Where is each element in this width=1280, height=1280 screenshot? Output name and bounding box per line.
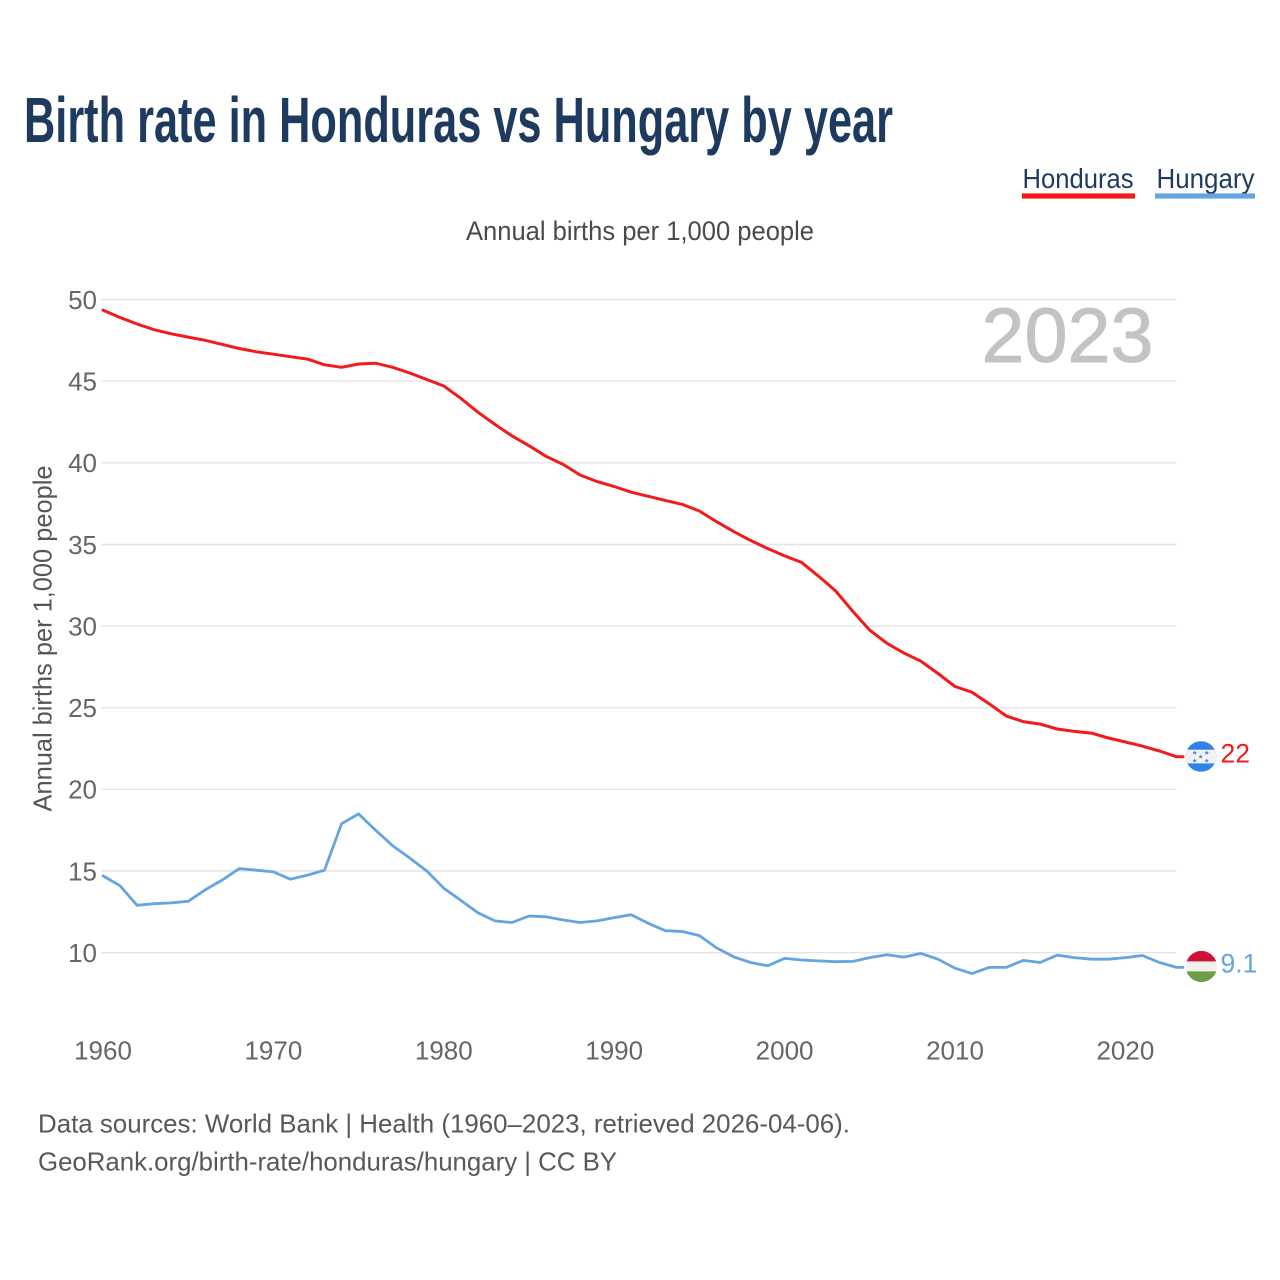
svg-text:1990: 1990 <box>585 1036 643 1066</box>
svg-text:40: 40 <box>68 448 97 478</box>
svg-text:Birth rate in Honduras vs Hung: Birth rate in Honduras vs Hungary by yea… <box>24 84 893 156</box>
svg-text:10: 10 <box>68 938 97 968</box>
svg-text:Data sources: World Bank | Hea: Data sources: World Bank | Health (1960–… <box>38 1109 850 1139</box>
svg-text:2020: 2020 <box>1096 1036 1154 1066</box>
svg-text:45: 45 <box>68 366 97 396</box>
svg-text:2010: 2010 <box>926 1036 984 1066</box>
svg-text:15: 15 <box>68 856 97 886</box>
svg-text:1960: 1960 <box>74 1036 132 1066</box>
svg-text:Hungary: Hungary <box>1157 163 1255 194</box>
svg-text:25: 25 <box>68 693 97 723</box>
svg-text:22: 22 <box>1221 739 1250 769</box>
svg-text:2000: 2000 <box>756 1036 814 1066</box>
svg-text:Honduras: Honduras <box>1023 163 1134 194</box>
svg-text:GeoRank.org/birth-rate/hondura: GeoRank.org/birth-rate/honduras/hungary … <box>38 1147 617 1177</box>
svg-text:Annual births per 1,000 people: Annual births per 1,000 people <box>466 216 814 246</box>
svg-text:9.1: 9.1 <box>1221 949 1258 979</box>
svg-text:1970: 1970 <box>244 1036 302 1066</box>
svg-text:2023: 2023 <box>982 293 1154 379</box>
svg-text:20: 20 <box>68 775 97 805</box>
svg-text:30: 30 <box>68 611 97 641</box>
svg-text:35: 35 <box>68 530 97 560</box>
svg-text:Annual births per 1,000 people: Annual births per 1,000 people <box>28 466 58 812</box>
svg-text:50: 50 <box>68 285 97 315</box>
svg-text:1980: 1980 <box>415 1036 473 1066</box>
